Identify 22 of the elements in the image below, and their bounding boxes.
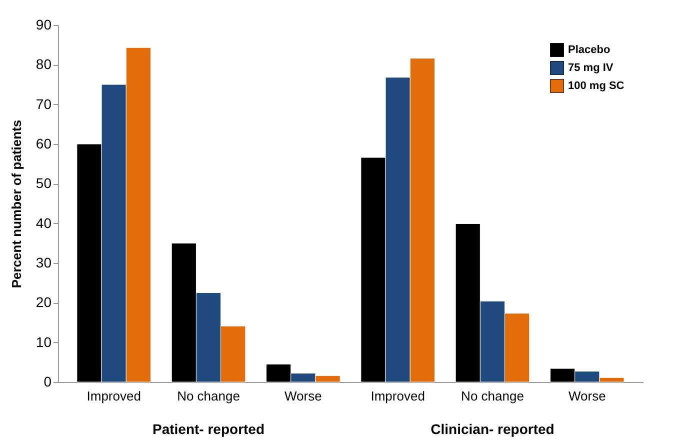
y-tick-label: 0 [44, 374, 52, 390]
x-tick-label: Improved [86, 388, 141, 404]
y-tick-label: 50 [36, 175, 52, 192]
y-tick-label: 80 [36, 56, 52, 72]
x-tick-label: No change [461, 388, 524, 404]
y-tick-label: 40 [36, 214, 52, 231]
y-tick-label: 90 [36, 16, 52, 32]
x-tick-label: No change [177, 388, 240, 404]
y-tick-label: 10 [36, 334, 52, 350]
y-tick-label: 30 [36, 254, 52, 270]
x-tick-label: Worse [284, 388, 322, 404]
y-tick-label: 60 [36, 136, 52, 152]
text: Patient- reported [152, 421, 265, 437]
y-tick-label: 70 [36, 96, 52, 112]
legend-label: 100 mg SC [568, 80, 624, 92]
x-tick-label: Worse [568, 388, 606, 404]
x-tick-label: Improved [370, 388, 425, 404]
text: Clinician- reported [430, 421, 554, 437]
y-axis-title: Percent number of patients [8, 120, 24, 288]
y-tick-label: 20 [36, 294, 52, 310]
legend-label: Placebo [568, 44, 610, 56]
legend-label: 75 mg IV [568, 62, 614, 74]
